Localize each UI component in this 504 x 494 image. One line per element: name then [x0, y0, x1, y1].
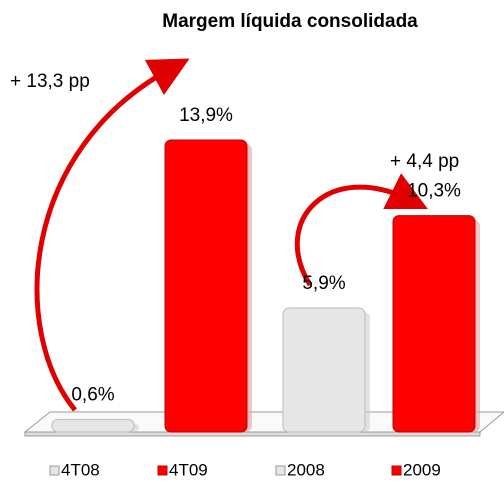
legend-swatch	[157, 465, 168, 476]
legend-label: 2008	[287, 460, 325, 479]
data-label: 10,3%	[407, 181, 461, 202]
chart-title: Margem líquida consolidada	[162, 11, 418, 32]
legend-swatch	[391, 465, 402, 476]
legend-label: 4T08	[61, 460, 100, 479]
arrow	[295, 173, 428, 287]
data-label: 13,9%	[179, 105, 233, 126]
floor-edge	[24, 431, 481, 437]
data-label: 5,9%	[302, 273, 345, 294]
bar	[51, 418, 135, 433]
arrow	[34, 58, 190, 412]
data-label: 0,6%	[71, 384, 114, 405]
annotation: + 13,3 pp	[10, 71, 90, 92]
legend-swatch	[275, 465, 286, 476]
bar	[282, 307, 366, 433]
legend-swatch	[49, 465, 60, 476]
bar	[392, 215, 476, 433]
annotation: + 4,4 pp	[390, 151, 459, 172]
legend-label: 2009	[403, 460, 441, 479]
bar	[164, 139, 248, 433]
legend-label: 4T09	[169, 460, 208, 479]
